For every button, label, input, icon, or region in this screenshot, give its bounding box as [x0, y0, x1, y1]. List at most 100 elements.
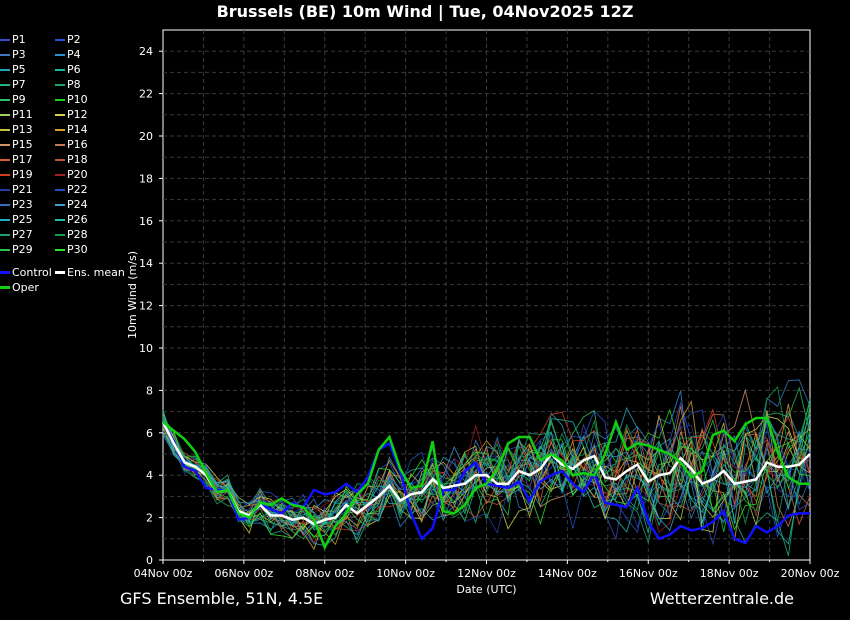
legend-swatch [55, 69, 65, 71]
x-tick-label: 06Nov 00z [215, 567, 274, 580]
y-tick-label: 14 [139, 257, 153, 270]
legend-item: P8 [55, 77, 81, 92]
y-tick-label: 12 [139, 300, 153, 313]
y-tick-label: 18 [139, 172, 153, 185]
legend-swatch [55, 234, 65, 236]
legend-label: P10 [67, 93, 88, 106]
x-tick-label: 12Nov 00z [457, 567, 516, 580]
legend-label: P17 [12, 153, 33, 166]
legend-item: P22 [55, 182, 88, 197]
legend-item: P3 [0, 47, 26, 62]
legend-item: P23 [0, 197, 33, 212]
legend-item: P17 [0, 152, 33, 167]
legend-swatch [0, 129, 10, 131]
legend-label: P4 [67, 48, 81, 61]
legend-swatch [55, 114, 65, 116]
legend-item: P26 [55, 212, 88, 227]
legend-swatch [0, 54, 10, 56]
legend-item: P2 [55, 32, 81, 47]
legend-label: P20 [67, 168, 88, 181]
x-tick-label: 10Nov 00z [376, 567, 435, 580]
ensemble-member-line [162, 388, 811, 528]
legend-item: P15 [0, 137, 33, 152]
y-tick-label: 6 [146, 427, 153, 440]
legend-swatch [55, 271, 65, 274]
legend-label: P21 [12, 183, 33, 196]
legend-label: P19 [12, 168, 33, 181]
legend-label: P23 [12, 198, 33, 211]
legend-swatch [0, 189, 10, 191]
legend-swatch [55, 174, 65, 176]
y-tick-label: 2 [146, 512, 153, 525]
legend-label: P14 [67, 123, 88, 136]
legend-item: P14 [55, 122, 88, 137]
legend-label: P13 [12, 123, 33, 136]
legend-label: P15 [12, 138, 33, 151]
legend-item: P12 [55, 107, 88, 122]
legend-item: P19 [0, 167, 33, 182]
legend-swatch [55, 54, 65, 56]
legend-item: P16 [55, 137, 88, 152]
series-line-ens-mean [161, 421, 811, 526]
x-tick-label: 14Nov 00z [538, 567, 597, 580]
legend-item: P25 [0, 212, 33, 227]
legend-item: P24 [55, 197, 88, 212]
legend-label: P3 [12, 48, 26, 61]
legend-swatch [0, 271, 10, 274]
y-tick-label: 10 [139, 342, 153, 355]
legend-label: P9 [12, 93, 26, 106]
legend-swatch [0, 144, 10, 146]
legend-swatch [0, 69, 10, 71]
ensemble-member-line [162, 418, 811, 528]
legend-item: P21 [0, 182, 33, 197]
y-tick-label: 0 [146, 554, 153, 567]
legend-item: Control [0, 265, 52, 280]
legend-item: P18 [55, 152, 88, 167]
legend-label: P22 [67, 183, 88, 196]
legend-label: Oper [12, 280, 39, 294]
legend-item: P6 [55, 62, 81, 77]
legend-label: P24 [67, 198, 88, 211]
legend-label: P2 [67, 33, 81, 46]
legend-label: P29 [12, 243, 33, 256]
chart-title: Brussels (BE) 10m Wind | Tue, 04Nov2025 … [216, 2, 634, 21]
y-tick-label: 24 [139, 45, 153, 58]
legend-item: P1 [0, 32, 26, 47]
y-tick-label: 16 [139, 215, 153, 228]
legend-item: P30 [55, 242, 88, 257]
legend-swatch [55, 129, 65, 131]
legend-item: P4 [55, 47, 81, 62]
ensemble-member-line [162, 409, 811, 529]
legend-swatch [0, 99, 10, 101]
x-tick-label: 18Nov 00z [700, 567, 759, 580]
legend-item: P9 [0, 92, 26, 107]
x-axis-label: Date (UTC) [456, 583, 516, 596]
y-tick-label: 8 [146, 384, 153, 397]
legend-item: P27 [0, 227, 33, 242]
legend-label: P11 [12, 108, 33, 121]
legend-label: P12 [67, 108, 88, 121]
legend-item: P11 [0, 107, 33, 122]
legend-item: P29 [0, 242, 33, 257]
legend-swatch [55, 144, 65, 146]
legend-item: P10 [55, 92, 88, 107]
y-axis-label: 10m Wind (m/s) [126, 251, 139, 339]
legend-label: P5 [12, 63, 26, 76]
legend-label: P18 [67, 153, 88, 166]
x-tick-label: 08Nov 00z [295, 567, 354, 580]
legend-swatch [0, 219, 10, 221]
ensemble-member-line [162, 409, 811, 530]
legend-label: P27 [12, 228, 33, 241]
legend-swatch [0, 286, 10, 289]
legend-swatch [55, 84, 65, 86]
legend-label: P16 [67, 138, 88, 151]
legend-swatch [55, 219, 65, 221]
legend-swatch [0, 159, 10, 161]
legend-item: Ens. mean [55, 265, 125, 280]
legend-item: P5 [0, 62, 26, 77]
legend-label: P6 [67, 63, 81, 76]
legend-item: P28 [55, 227, 88, 242]
legend-swatch [0, 39, 10, 41]
